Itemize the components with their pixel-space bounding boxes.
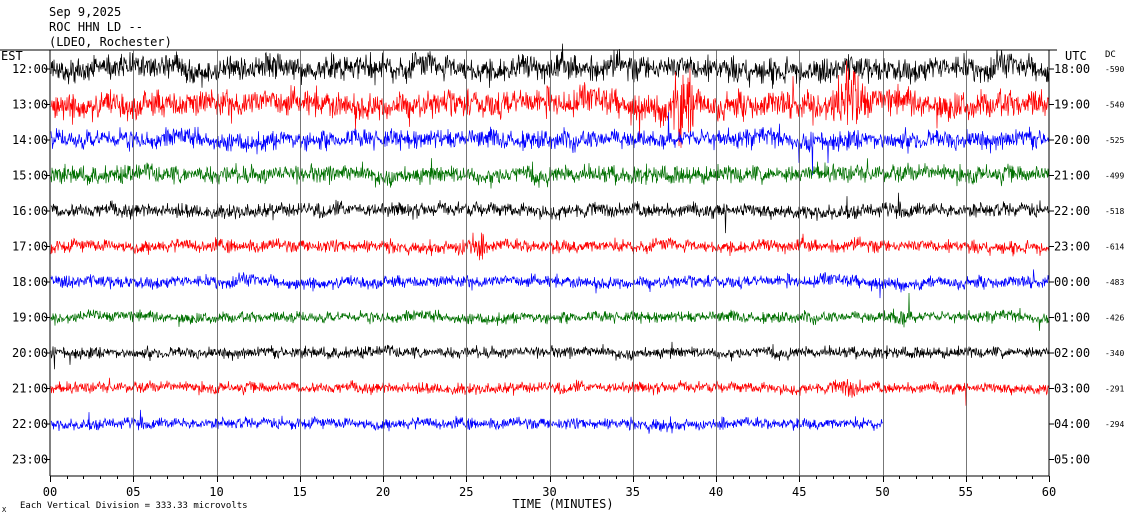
- chart-title-line-1: Sep 9,2025: [49, 5, 121, 19]
- trace-layer: [50, 43, 1050, 434]
- left-axis-label: EST: [1, 49, 23, 63]
- est-row-label: 23:00: [12, 453, 48, 467]
- dc-offset-label: -499: [1105, 172, 1124, 181]
- est-row-label: 18:00: [12, 275, 48, 289]
- est-row-label: 14:00: [12, 133, 48, 147]
- utc-row-label: 20:00: [1054, 133, 1090, 147]
- est-row-label: 15:00: [12, 169, 48, 183]
- utc-row-label: 19:00: [1054, 98, 1090, 112]
- seismic-trace: [50, 158, 1050, 189]
- dc-offset-label: -340: [1105, 349, 1124, 358]
- dc-offset-label: -525: [1105, 136, 1124, 145]
- x-tick-label: 20: [376, 485, 390, 499]
- dc-offset-label: -590: [1105, 65, 1124, 74]
- utc-row-label: 04:00: [1054, 417, 1090, 431]
- x-axis-label: TIME (MINUTES): [512, 497, 613, 511]
- est-row-label: 13:00: [12, 98, 48, 112]
- grid-layer: [0, 49, 1057, 482]
- x-tick-label: 60: [1042, 485, 1056, 499]
- x-tick-label: 00: [43, 485, 57, 499]
- x-tick-label: 50: [875, 485, 889, 499]
- x-tick-label: 45: [792, 485, 806, 499]
- utc-row-label: 01:00: [1054, 311, 1090, 325]
- dc-label: DC: [1105, 50, 1116, 60]
- x-tick-label: 55: [959, 485, 973, 499]
- x-tick-label: 35: [626, 485, 640, 499]
- dc-offset-label: -518: [1105, 207, 1124, 216]
- est-row-label: 17:00: [12, 240, 48, 254]
- est-row-label: 20:00: [12, 346, 48, 360]
- est-row-label: 19:00: [12, 311, 48, 325]
- seismic-trace: [50, 192, 1050, 234]
- x-tick-label: 30: [542, 485, 556, 499]
- seismic-trace: [50, 269, 1050, 299]
- utc-row-label: 22:00: [1054, 204, 1090, 218]
- dc-offset-label: -540: [1105, 101, 1124, 110]
- chart-title-line-3: (LDEO, Rochester): [49, 35, 172, 49]
- utc-row-label: 18:00: [1054, 62, 1090, 76]
- utc-row-label: 21:00: [1054, 169, 1090, 183]
- x-tick-label: 05: [126, 485, 140, 499]
- utc-row-label: 02:00: [1054, 346, 1090, 360]
- utc-row-label: 05:00: [1054, 453, 1090, 467]
- x-tick-label: 25: [459, 485, 473, 499]
- seismic-trace: [50, 377, 1050, 406]
- x-tick-label: 40: [709, 485, 723, 499]
- est-row-label: 22:00: [12, 417, 48, 431]
- est-row-label: 12:00: [12, 62, 48, 76]
- seismic-trace: [50, 292, 1050, 331]
- x-tick-label: 10: [209, 485, 223, 499]
- seismic-trace: [50, 112, 1049, 176]
- dc-offset-label: -294: [1105, 420, 1124, 429]
- label-layer: Sep 9,2025 ROC HHN LD -- (LDEO, Rocheste…: [1, 5, 1124, 514]
- est-row-label: 21:00: [12, 382, 48, 396]
- dc-offset-label: -483: [1105, 278, 1124, 287]
- seismic-trace: [50, 232, 1050, 261]
- footer-note: Each Vertical Division = 333.33 microvol…: [20, 501, 248, 511]
- dc-offset-label: -291: [1105, 385, 1124, 394]
- dc-offset-label: -426: [1105, 314, 1124, 323]
- utc-row-label: 23:00: [1054, 240, 1090, 254]
- utc-row-label: 03:00: [1054, 382, 1090, 396]
- right-axis-label: UTC: [1065, 49, 1087, 63]
- chart-title-line-2: ROC HHN LD --: [49, 20, 143, 34]
- seismic-trace: [50, 341, 1050, 370]
- x-tick-label: 15: [293, 485, 307, 499]
- est-row-label: 16:00: [12, 204, 48, 218]
- utc-row-label: 00:00: [1054, 275, 1090, 289]
- footer-mark: X: [2, 506, 7, 514]
- dc-offset-label: -614: [1105, 243, 1124, 252]
